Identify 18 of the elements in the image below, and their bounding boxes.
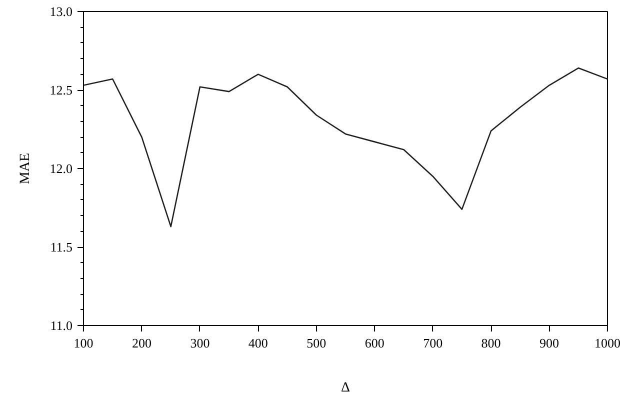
line-series bbox=[84, 67, 608, 228]
y-tick-label: 12.5 bbox=[50, 82, 72, 98]
x-tick-label: 300 bbox=[190, 336, 210, 350]
x-tick-label: 500 bbox=[306, 336, 326, 350]
y-tick-label: 13.0 bbox=[50, 4, 72, 19]
x-tick-label: 400 bbox=[248, 336, 268, 350]
x-tick-label: 600 bbox=[364, 336, 384, 350]
y-tick-label: 11.5 bbox=[50, 240, 73, 254]
x-axis-title: Δ bbox=[341, 380, 350, 396]
y-axis-title: MAE bbox=[18, 152, 33, 184]
x-tick-label: 1000 bbox=[594, 336, 620, 350]
x-tick-label: 800 bbox=[481, 336, 501, 350]
x-tick-label: 200 bbox=[132, 336, 152, 350]
x-tick-label: 700 bbox=[423, 336, 443, 350]
x-tick-label: 100 bbox=[74, 336, 94, 350]
y-tick-label: 12.0 bbox=[50, 161, 72, 176]
x-tick-label: 900 bbox=[540, 336, 560, 350]
y-tick-label: 11.0 bbox=[50, 318, 73, 333]
